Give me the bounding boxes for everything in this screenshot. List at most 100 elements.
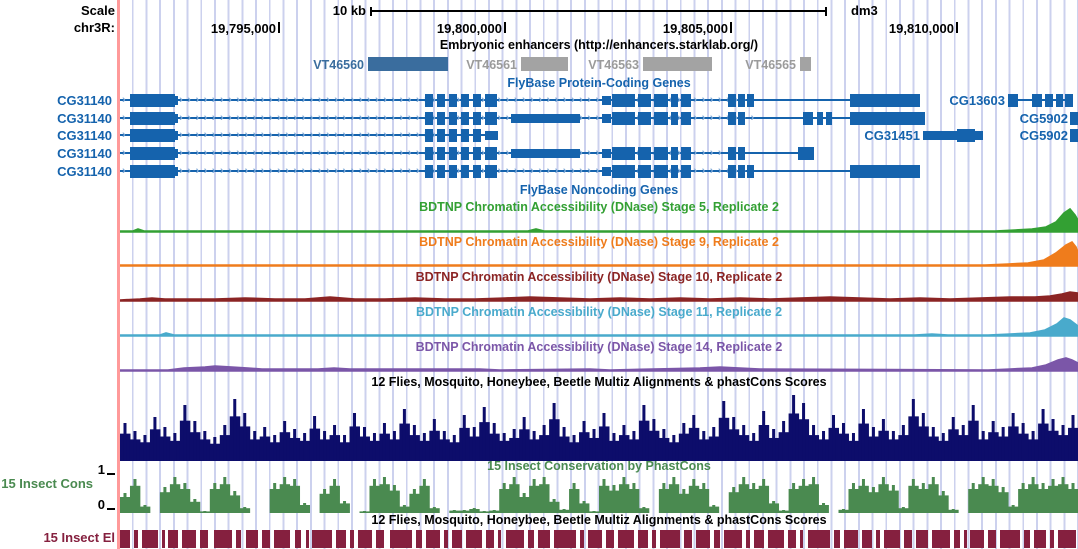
gene-exon[interactable]: [485, 164, 497, 178]
gene-exon[interactable]: [1056, 93, 1063, 107]
gene-label[interactable]: CG5902: [1019, 111, 1068, 126]
track-title-embryonic-enhancers[interactable]: Embryonic enhancers (http://enhancers.st…: [439, 38, 759, 52]
gene-exon[interactable]: [817, 111, 823, 125]
dnase-signal-stage-11[interactable]: [120, 310, 1078, 338]
gene-label[interactable]: CG31140: [57, 146, 112, 161]
gene-exon[interactable]: [449, 146, 457, 160]
gene-exon[interactable]: [1032, 93, 1042, 107]
gene-exon[interactable]: [130, 93, 175, 107]
gene-label[interactable]: CG31140: [57, 128, 112, 143]
gene-exon[interactable]: [681, 164, 691, 178]
gene-exon[interactable]: [130, 146, 175, 160]
gene-exon[interactable]: [602, 95, 611, 105]
enhancer-box[interactable]: [521, 57, 568, 71]
gene-exon[interactable]: [485, 130, 498, 140]
gene-exon[interactable]: [437, 164, 445, 178]
gene-exon[interactable]: [1070, 128, 1078, 142]
enhancer-box[interactable]: [368, 57, 448, 71]
gene-exon[interactable]: [681, 146, 691, 160]
gene-exon[interactable]: [437, 146, 445, 160]
gene-exon[interactable]: [738, 164, 745, 178]
track-title-multiz[interactable]: 12 Flies, Mosquito, Honeybee, Beetle Mul…: [371, 375, 827, 389]
gene-label[interactable]: CG13603: [949, 93, 1005, 108]
track-title-dnase-3[interactable]: BDTNP Chromatin Accessibility (DNase) St…: [415, 270, 783, 284]
gene-exon[interactable]: [172, 148, 178, 158]
gene-exon[interactable]: [654, 164, 668, 178]
gene-exon[interactable]: [681, 111, 691, 125]
gene-exon[interactable]: [1008, 93, 1018, 107]
gene-exon[interactable]: [803, 111, 813, 125]
enhancer-label[interactable]: VT46563: [588, 58, 639, 72]
gene-exon[interactable]: [747, 93, 754, 107]
gene-exon[interactable]: [638, 146, 651, 160]
gene-exon[interactable]: [485, 146, 497, 160]
gene-exon[interactable]: [850, 164, 920, 178]
gene-exon[interactable]: [728, 111, 736, 125]
gene-exon[interactable]: [798, 146, 814, 160]
gene-exon[interactable]: [511, 148, 580, 158]
gene-exon[interactable]: [728, 93, 736, 107]
gene-exon[interactable]: [850, 93, 920, 107]
gene-exon[interactable]: [923, 130, 957, 140]
enhancer-label[interactable]: VT46565: [745, 58, 796, 72]
gene-exon[interactable]: [172, 130, 178, 140]
gene-exon[interactable]: [425, 111, 433, 125]
gene-exon[interactable]: [130, 111, 175, 125]
track-title-protein-coding-genes[interactable]: FlyBase Protein-Coding Genes: [507, 76, 691, 90]
gene-exon[interactable]: [172, 113, 178, 123]
enhancer-box[interactable]: [800, 57, 811, 71]
gene-label[interactable]: CG31140: [57, 111, 112, 126]
gene-exon[interactable]: [728, 164, 736, 178]
gene-exon[interactable]: [602, 166, 611, 176]
gene-exon[interactable]: [437, 128, 445, 142]
gene-exon[interactable]: [671, 93, 678, 107]
gene-exon[interactable]: [461, 128, 469, 142]
gene-exon[interactable]: [975, 130, 983, 140]
gene-exon[interactable]: [671, 111, 678, 125]
gene-exon[interactable]: [602, 148, 611, 158]
gene-exon[interactable]: [473, 146, 481, 160]
gene-exon[interactable]: [1045, 93, 1053, 107]
track-left-label-insect-cons[interactable]: 15 Insect Cons: [1, 476, 93, 491]
gene-exon[interactable]: [172, 166, 178, 176]
gene-exon[interactable]: [654, 146, 668, 160]
gene-exon[interactable]: [638, 93, 651, 107]
gene-exon[interactable]: [473, 111, 481, 125]
gene-exon[interactable]: [485, 111, 497, 125]
track-title-phastcons[interactable]: 15 Insect Conservation by PhastCons: [487, 459, 711, 473]
gene-exon[interactable]: [461, 164, 469, 178]
gene-exon[interactable]: [671, 146, 678, 160]
gene-exon[interactable]: [738, 111, 745, 125]
track-title-dnase-1[interactable]: BDTNP Chromatin Accessibility (DNase) St…: [419, 200, 779, 214]
phastcons-score-histogram[interactable]: [120, 475, 1078, 513]
gene-exon[interactable]: [511, 113, 580, 123]
gene-exon[interactable]: [485, 93, 497, 107]
gene-exon[interactable]: [671, 164, 678, 178]
phastcons-conserved-elements[interactable]: [120, 530, 1078, 548]
track-title-dnase-4[interactable]: BDTNP Chromatin Accessibility (DNase) St…: [415, 305, 783, 319]
gene-exon[interactable]: [437, 111, 445, 125]
gene-exon[interactable]: [612, 164, 635, 178]
gene-exon[interactable]: [681, 93, 691, 107]
gene-exon[interactable]: [473, 164, 481, 178]
gene-exon[interactable]: [602, 113, 611, 123]
gene-exon[interactable]: [738, 146, 745, 160]
track-title-dnase-2[interactable]: BDTNP Chromatin Accessibility (DNase) St…: [419, 235, 779, 249]
track-title-noncoding-genes[interactable]: FlyBase Noncoding Genes: [519, 183, 679, 197]
gene-exon[interactable]: [612, 111, 635, 125]
dnase-signal-stage-14[interactable]: [120, 345, 1078, 373]
gene-intron-line[interactable]: [120, 133, 498, 137]
track-left-label-insect-elements[interactable]: 15 Insect El: [43, 530, 115, 545]
gene-exon[interactable]: [461, 111, 469, 125]
track-title-dnase-5[interactable]: BDTNP Chromatin Accessibility (DNase) St…: [415, 340, 783, 354]
gene-exon[interactable]: [473, 128, 481, 142]
gene-exon[interactable]: [654, 93, 668, 107]
gene-exon[interactable]: [738, 93, 745, 107]
dnase-signal-stage-5[interactable]: [120, 206, 1078, 234]
gene-exon[interactable]: [449, 164, 457, 178]
gene-exon[interactable]: [747, 164, 754, 178]
gene-exon[interactable]: [638, 164, 651, 178]
enhancer-label[interactable]: VT46560: [313, 58, 364, 72]
gene-label[interactable]: CG5902: [1019, 128, 1068, 143]
